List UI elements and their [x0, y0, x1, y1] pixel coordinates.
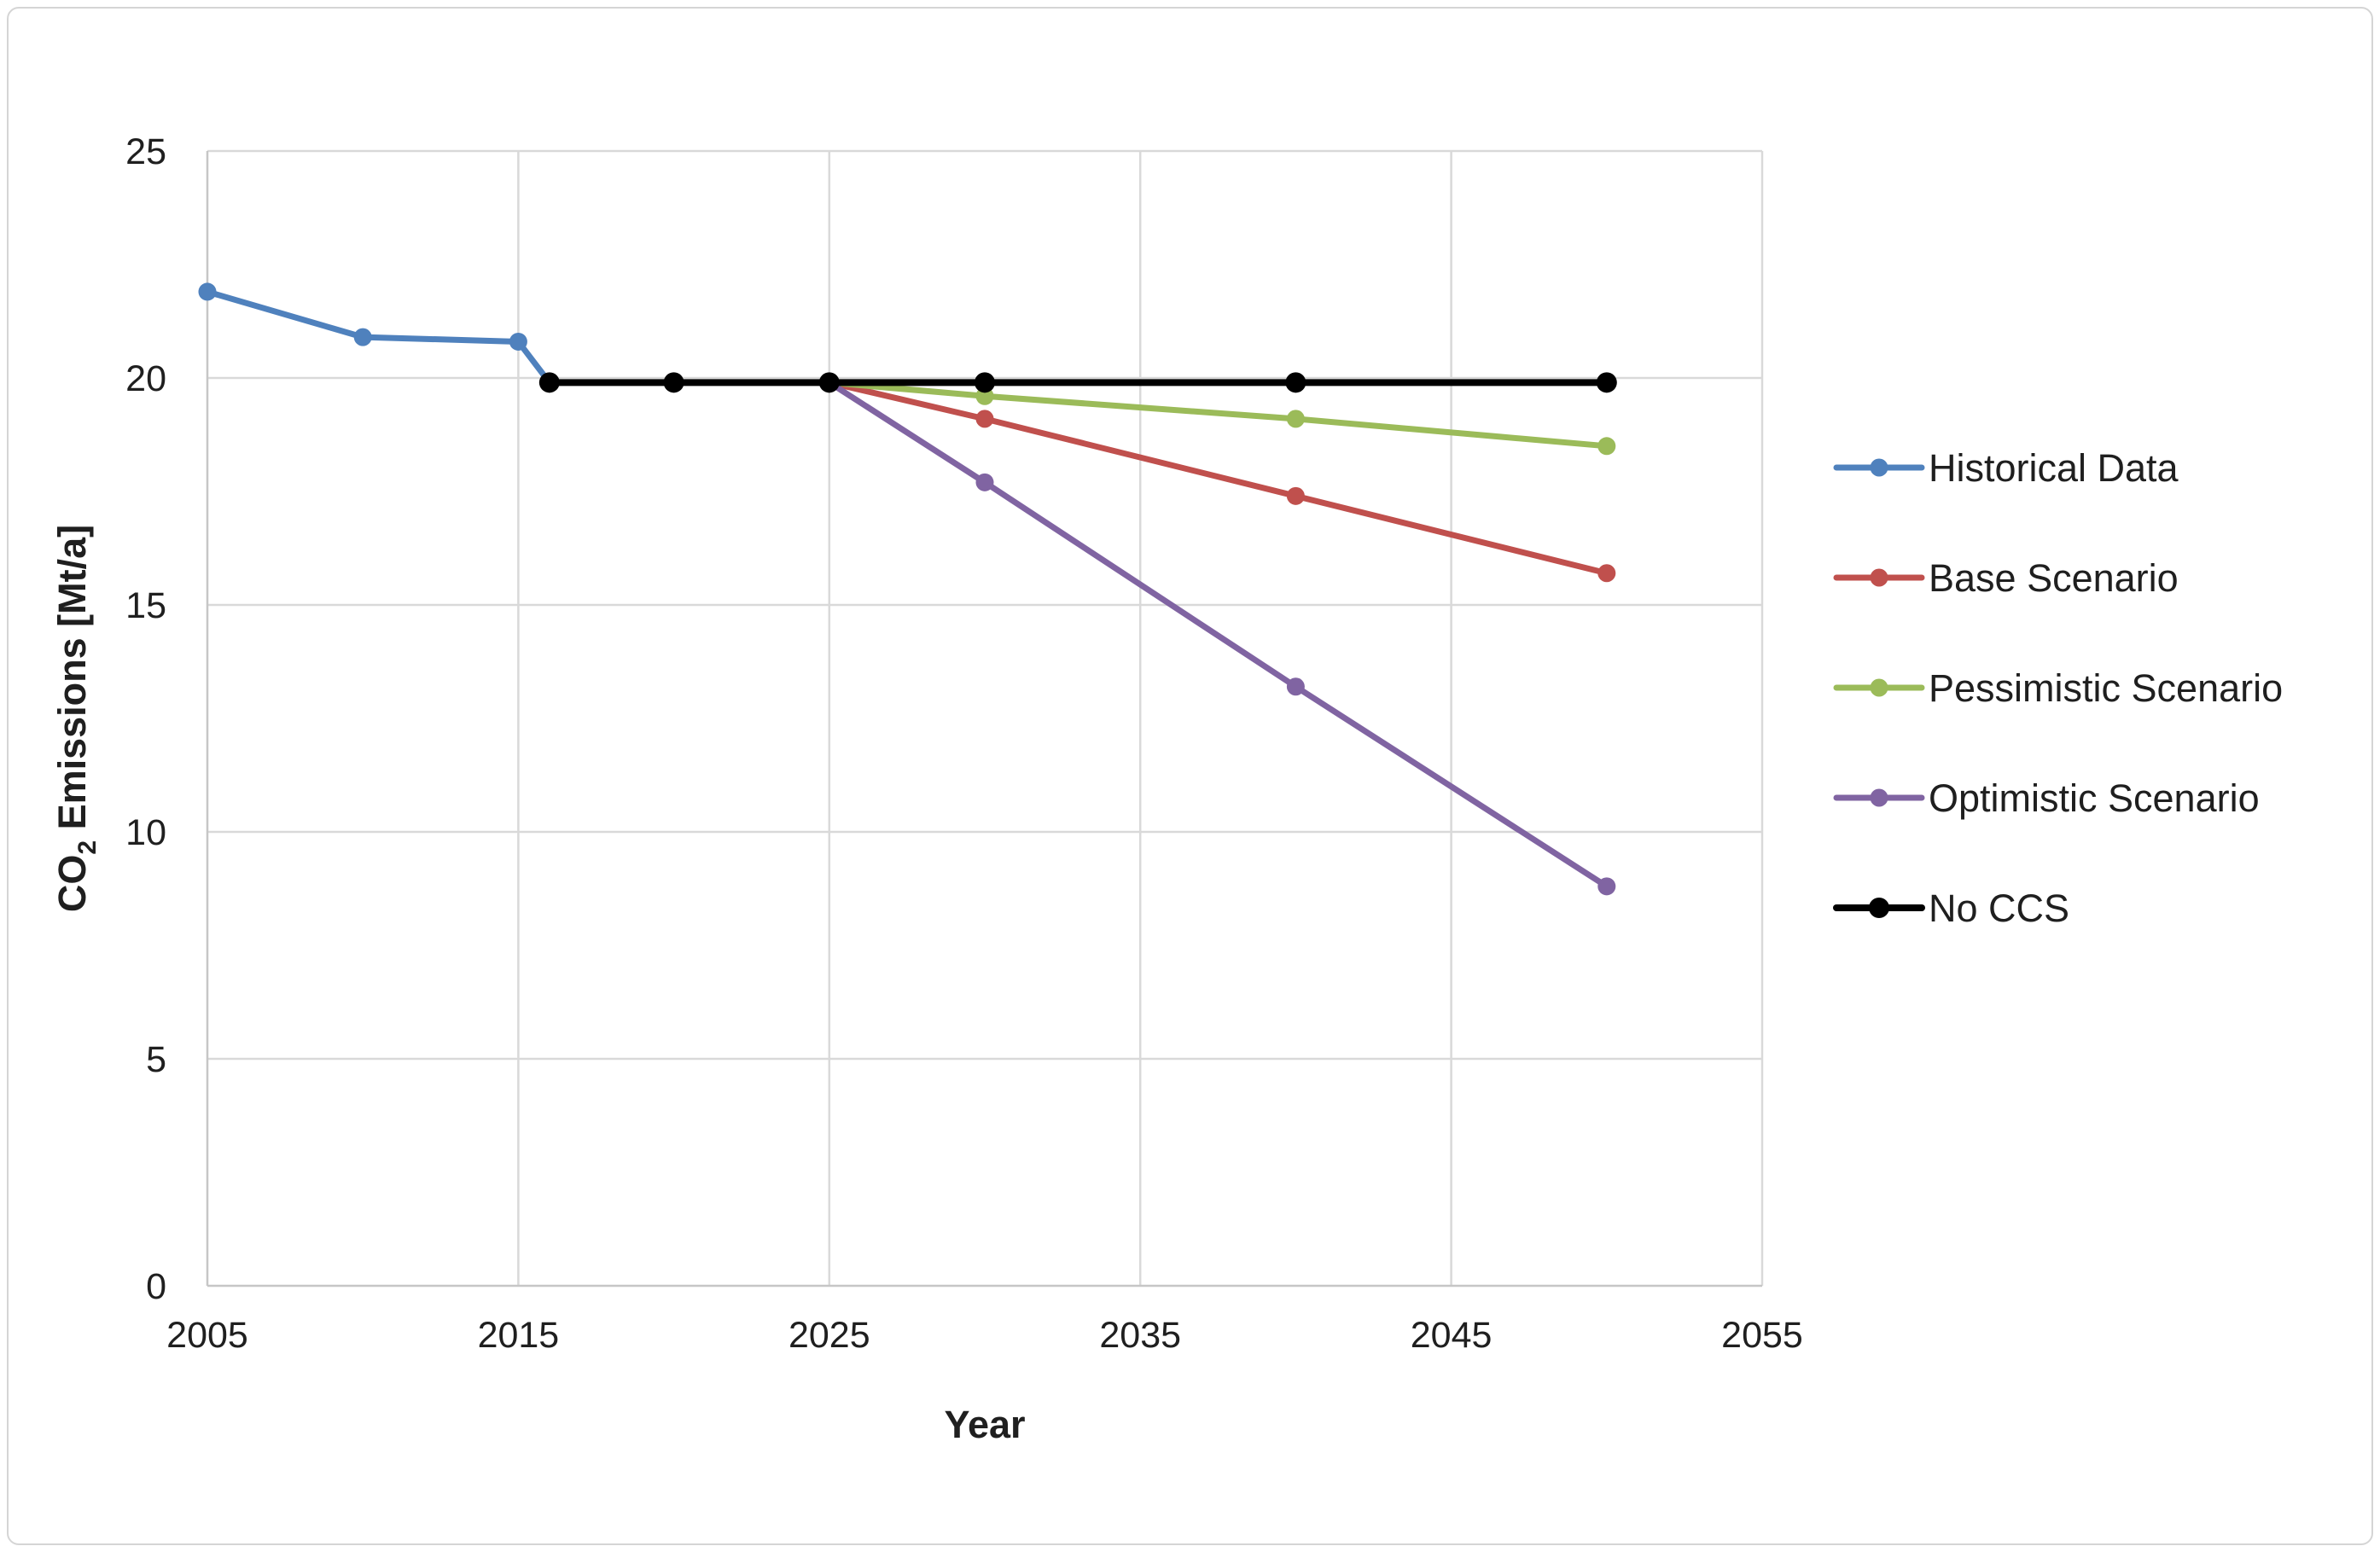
series-base-scenario-marker: [1286, 486, 1305, 505]
legend-item-no-ccs: No CCS: [1833, 886, 2069, 930]
y-tick-label: 25: [125, 131, 166, 172]
series-no-ccs-marker: [1285, 372, 1306, 393]
legend-marker-dot: [1870, 568, 1888, 587]
series-optimistic-scenario-marker: [1286, 677, 1305, 696]
legend-item-base-scenario: Base Scenario: [1833, 556, 2179, 600]
series-historical-data-line: [204, 288, 553, 386]
legend-marker-dot: [1870, 458, 1888, 477]
x-tick-label: 2005: [166, 1315, 248, 1356]
series-pessimistic-scenario-line: [826, 379, 1610, 450]
legend-label: No CCS: [1929, 886, 2069, 930]
y-tick-label: 5: [146, 1039, 166, 1080]
legend-label: Base Scenario: [1929, 556, 2179, 600]
series-no-ccs: [538, 372, 1617, 393]
x-axis-title: Year: [944, 1403, 1025, 1446]
y-axis-title-subscript: 2: [73, 840, 102, 855]
series-pessimistic-scenario-marker: [1597, 437, 1616, 456]
series-plots: [198, 282, 1617, 896]
x-tick-label: 2055: [1721, 1315, 1803, 1356]
y-tick-label: 0: [146, 1266, 166, 1307]
series-no-ccs-marker: [538, 372, 560, 393]
legend: Historical Data Base Scenario Pessimistic …: [1833, 446, 2283, 930]
legend-label: Pessimistic Scenario: [1929, 666, 2283, 710]
legend-label: Optimistic Scenario: [1929, 776, 2260, 820]
x-tick-label: 2035: [1099, 1315, 1181, 1356]
series-base-scenario-marker: [1597, 564, 1616, 583]
series-no-ccs-marker: [818, 372, 840, 393]
legend-item-historical-data: Historical Data: [1833, 446, 2179, 490]
series-no-ccs-marker: [1596, 372, 1617, 393]
series-historical-data-marker: [353, 328, 372, 346]
x-tick-label: 2025: [788, 1315, 870, 1356]
series-pessimistic-scenario-marker: [1286, 410, 1305, 428]
axes: [206, 151, 1762, 1288]
series-base-scenario: [820, 373, 1616, 583]
series-optimistic-scenario-marker: [1597, 877, 1616, 896]
series-base-scenario-line: [826, 379, 1610, 577]
series-historical-data-marker: [509, 332, 527, 351]
series-historical-data: [198, 282, 559, 392]
y-tick-label: 15: [125, 585, 166, 626]
series-optimistic-scenario: [820, 373, 1616, 896]
y-axis-title: CO2 Emissions [Mt/a]: [50, 525, 102, 912]
gridlines: [207, 149, 1764, 1286]
legend-marker-dot: [1869, 898, 1889, 918]
legend-item-optimistic-scenario: Optimistic Scenario: [1833, 776, 2260, 820]
y-axis-title-prefix: CO: [50, 855, 94, 913]
series-historical-data-marker: [198, 282, 217, 301]
y-tick-label: 20: [125, 358, 166, 399]
x-tick-label: 2045: [1411, 1315, 1493, 1356]
series-base-scenario-marker: [975, 410, 994, 428]
legend-label: Historical Data: [1929, 446, 2179, 490]
series-no-ccs-marker: [975, 372, 995, 393]
legend-item-pessimistic-scenario: Pessimistic Scenario: [1833, 666, 2283, 710]
series-optimistic-scenario-marker: [975, 473, 994, 491]
series-no-ccs-marker: [663, 372, 684, 393]
y-tick-label: 10: [125, 812, 166, 853]
y-axis-title-suffix: Emissions [Mt/a]: [50, 525, 94, 840]
series-optimistic-scenario-line: [826, 379, 1610, 890]
legend-marker-dot: [1870, 788, 1888, 807]
x-tick-label: 2015: [478, 1315, 560, 1356]
legend-marker-dot: [1870, 678, 1888, 697]
